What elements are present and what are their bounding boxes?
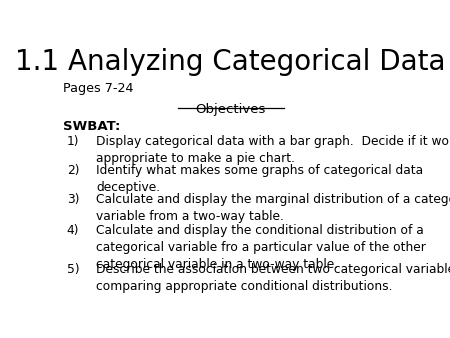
Text: 2): 2) [67, 164, 79, 177]
Text: Objectives: Objectives [195, 103, 266, 116]
Text: Identify what makes some graphs of categorical data
deceptive.: Identify what makes some graphs of categ… [96, 164, 423, 194]
Text: 4): 4) [67, 224, 79, 237]
Text: 5): 5) [67, 263, 79, 276]
Text: Describe the association between two categorical variables by
comparing appropri: Describe the association between two cat… [96, 263, 450, 293]
Text: 1.1 Analyzing Categorical Data: 1.1 Analyzing Categorical Data [15, 48, 446, 76]
Text: Calculate and display the conditional distribution of a
categorical variable fro: Calculate and display the conditional di… [96, 224, 426, 271]
Text: SWBAT:: SWBAT: [63, 120, 121, 133]
Text: 3): 3) [67, 193, 79, 206]
Text: Pages 7-24: Pages 7-24 [63, 82, 134, 95]
Text: Calculate and display the marginal distribution of a categorical
variable from a: Calculate and display the marginal distr… [96, 193, 450, 223]
Text: 1): 1) [67, 135, 79, 148]
Text: Display categorical data with a bar graph.  Decide if it would be
appropriate to: Display categorical data with a bar grap… [96, 135, 450, 165]
